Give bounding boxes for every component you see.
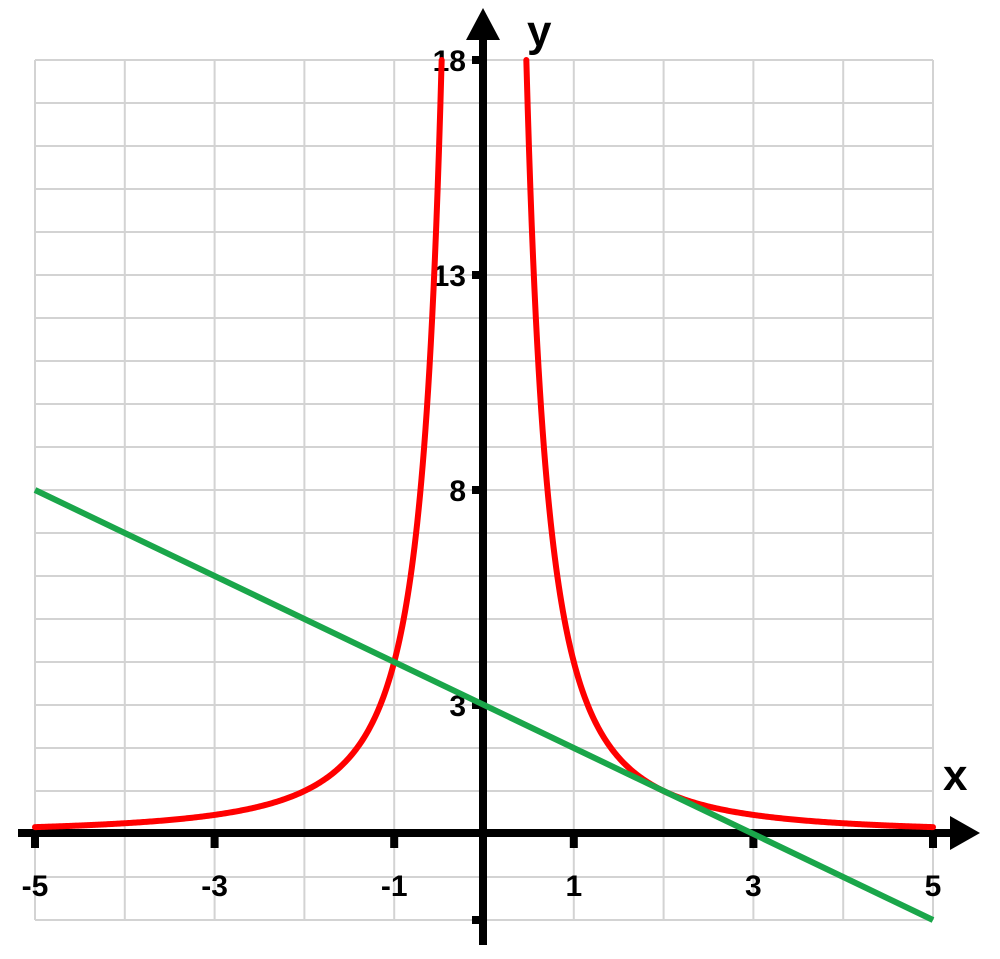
x-tick-mark <box>929 832 937 848</box>
y-tick-mark <box>472 486 486 494</box>
y-tick-mark <box>472 56 486 64</box>
x-tick-mark <box>31 832 39 848</box>
y-tick-label: 13 <box>433 260 466 293</box>
y-tick-mark <box>472 271 486 279</box>
x-tick-label: -1 <box>381 870 408 903</box>
y-axis-label: y <box>527 7 552 56</box>
x-tick-label: -3 <box>201 870 228 903</box>
y-tick-mark <box>472 916 486 924</box>
y-tick-label: 18 <box>433 45 466 78</box>
x-tick-label: 3 <box>745 870 762 903</box>
x-tick-label: 1 <box>565 870 582 903</box>
y-tick-label: 3 <box>449 690 466 723</box>
x-tick-mark <box>749 832 758 848</box>
series-curve-right-branch <box>523 57 936 831</box>
axes <box>18 8 980 945</box>
x-tick-mark <box>390 832 399 848</box>
y-axis-arrow <box>466 8 500 40</box>
x-tick-mark <box>569 832 578 848</box>
x-tick-label: -5 <box>22 870 49 903</box>
x-tick-label: 5 <box>925 870 942 903</box>
x-tick-mark <box>210 832 219 848</box>
series-curve-left-branch <box>32 57 445 831</box>
x-axis-label: x <box>943 751 968 800</box>
x-axis-arrow <box>950 816 980 850</box>
y-tick-label: 8 <box>449 475 466 508</box>
series-line <box>33 487 935 923</box>
series <box>32 57 936 923</box>
